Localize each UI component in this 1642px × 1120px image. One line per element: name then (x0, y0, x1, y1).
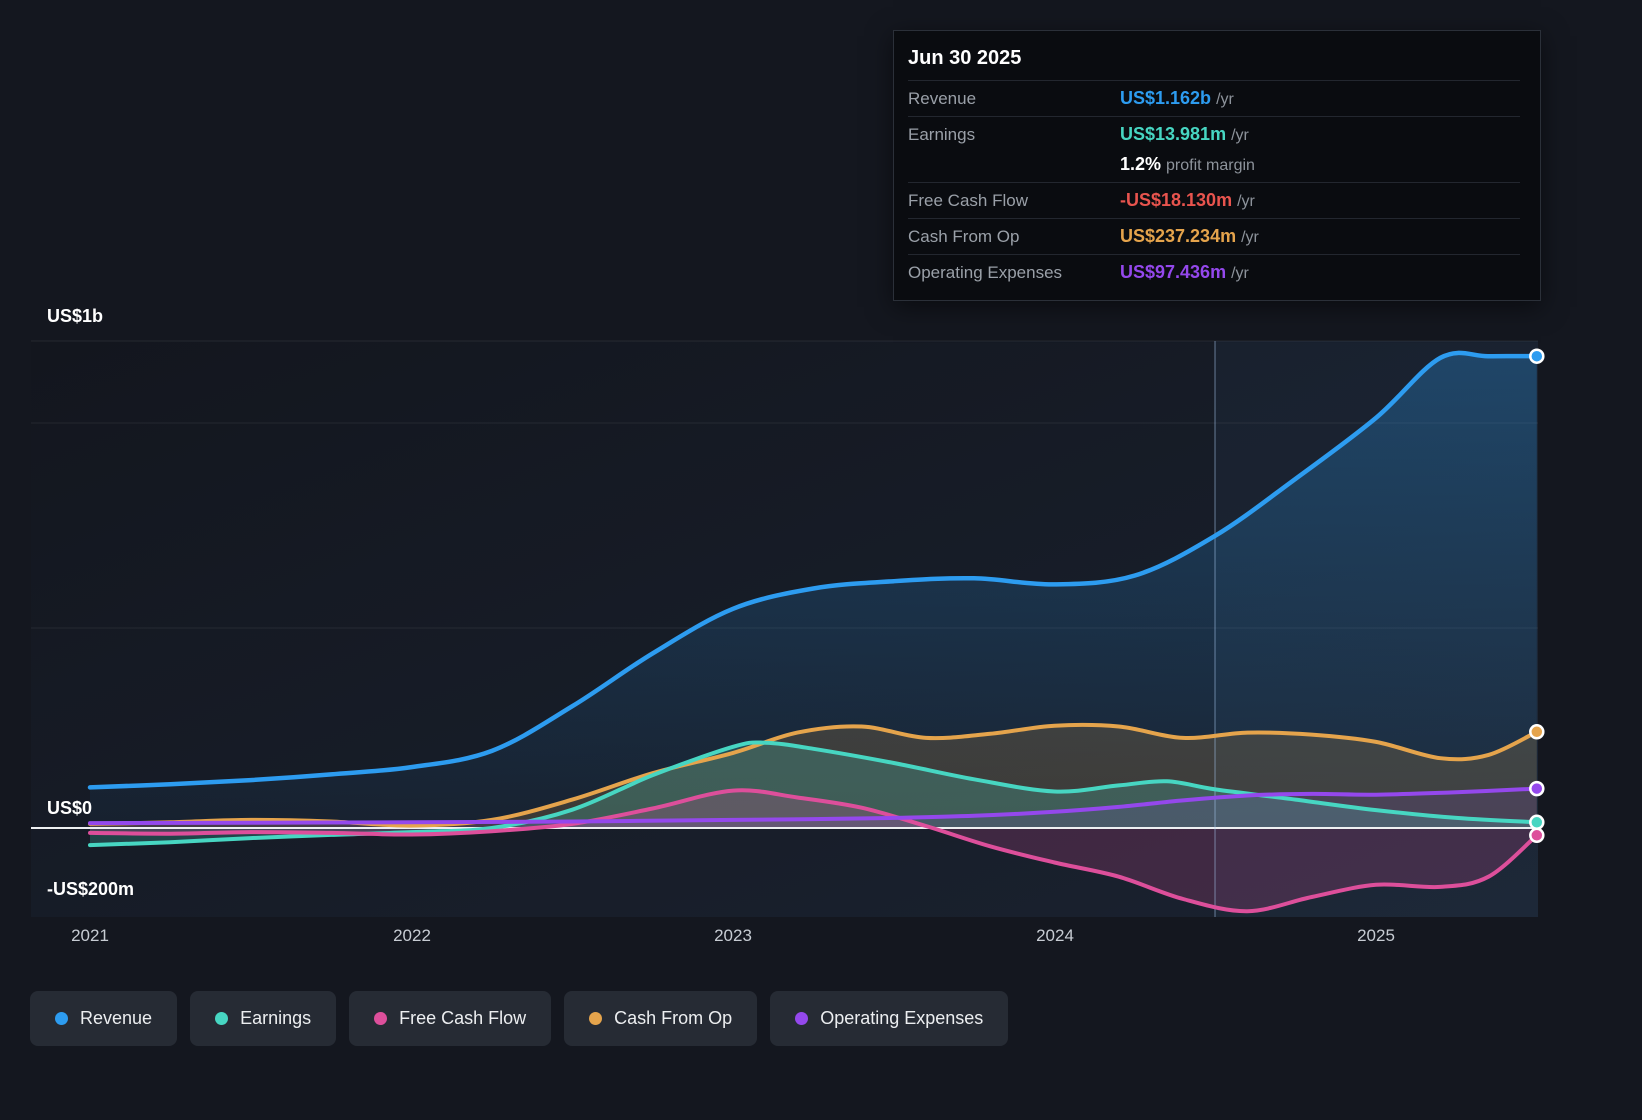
tooltip-label: Free Cash Flow (908, 190, 1028, 210)
y-axis-label-neg200m: -US$200m (47, 879, 135, 899)
tooltip-value: -US$18.130m/yr (1120, 190, 1255, 210)
tooltip-label: Revenue (908, 88, 977, 108)
tooltip-row-revenue: Revenue US$1.162b/yr (908, 80, 1520, 116)
series-lines (87, 350, 1540, 914)
legend-label: Free Cash Flow (399, 1008, 527, 1028)
tooltip-row-profit-margin: 1.2% profit margin (908, 152, 1520, 182)
revenue-dot-icon (55, 1012, 68, 1025)
series-endpoint-free-cash-flow[interactable] (1529, 827, 1545, 844)
legend-label: Earnings (240, 1008, 312, 1028)
x-axis-label-2023: 2023 (714, 926, 752, 945)
cash-from-op-dot-icon (589, 1012, 603, 1025)
legend-item-earnings[interactable]: Earnings (190, 991, 337, 1046)
series-endpoint-revenue[interactable] (1529, 348, 1545, 364)
tooltip-row-free-cash-flow: Free Cash Flow -US$18.130m/yr (908, 182, 1520, 218)
series-endpoint-operating-expenses[interactable] (1529, 780, 1545, 797)
tooltip-value: US$97.436m/yr (1120, 262, 1249, 282)
tooltip-label: Earnings (908, 124, 976, 144)
legend-item-revenue[interactable]: Revenue (30, 991, 178, 1046)
y-axis-label-0: US$0 (47, 798, 93, 818)
legend-label: Revenue (80, 1008, 153, 1028)
tooltip-value: 1.2% profit margin (1120, 154, 1255, 174)
series-area-operating-expenses (90, 788, 1537, 828)
tooltip-label: Cash From Op (908, 226, 1020, 246)
x-axis-label-2021: 2021 (71, 926, 109, 945)
series-area-earnings (90, 742, 1537, 846)
tooltip-value: US$237.234m/yr (1120, 226, 1259, 246)
earnings-dot-icon (215, 1012, 229, 1025)
chart-tooltip: Jun 30 2025 Revenue US$1.162b/yr Earning… (893, 30, 1541, 301)
legend-item-operating-expenses[interactable]: Operating Expenses (770, 991, 1009, 1046)
operating-expenses-dot-icon (795, 1012, 809, 1025)
y-axis-label-1b: US$1b (47, 306, 104, 326)
legend: Revenue Earnings Free Cash Flow Cash Fro… (30, 991, 1009, 1046)
legend-label: Cash From Op (614, 1008, 733, 1028)
series-line-free-cash-flow[interactable] (88, 788, 1539, 914)
legend-item-free-cash-flow[interactable]: Free Cash Flow (349, 991, 552, 1046)
tooltip-date: Jun 30 2025 (908, 47, 1022, 69)
x-axis-label-2022: 2022 (393, 926, 431, 945)
legend-item-cash-from-op[interactable]: Cash From Op (564, 991, 758, 1046)
tooltip-label: Operating Expenses (908, 262, 1063, 282)
tooltip-row-cash-from-op: Cash From Op US$237.234m/yr (908, 218, 1520, 254)
series-endpoints (1529, 348, 1545, 844)
tooltip-value: US$1.162b/yr (1120, 88, 1234, 108)
tooltip-value: US$13.981m/yr (1120, 124, 1249, 144)
tooltip-row-earnings: Earnings US$13.981m/yr (908, 116, 1520, 152)
series-endpoint-cash-from-op[interactable] (1529, 724, 1545, 740)
legend-label: Operating Expenses (820, 1008, 984, 1028)
x-axis-label-2024: 2024 (1036, 926, 1074, 945)
series-line-operating-expenses[interactable] (88, 786, 1539, 826)
tooltip-row-operating-expenses: Operating Expenses US$97.436m/yr (908, 254, 1520, 290)
series-endpoint-earnings[interactable] (1529, 814, 1545, 831)
series-line-revenue[interactable] (87, 350, 1540, 790)
series-area-free-cash-flow (90, 790, 1537, 912)
free-cash-flow-dot-icon (374, 1012, 388, 1025)
x-axis-label-2025: 2025 (1357, 926, 1395, 945)
